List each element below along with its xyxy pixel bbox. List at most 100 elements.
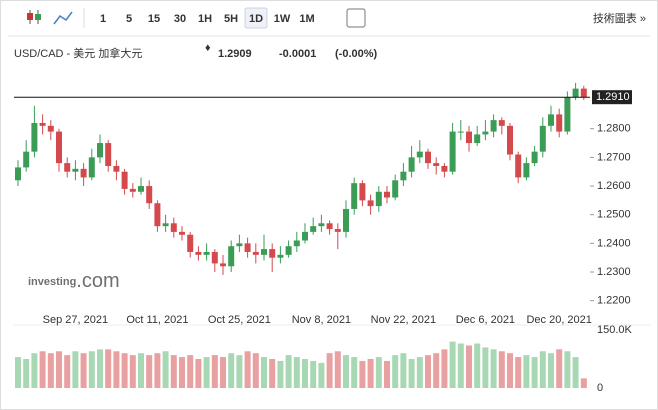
interval-button[interactable]: 15: [148, 13, 160, 25]
candle-body: [302, 231, 308, 241]
volume-bar: [433, 353, 440, 388]
candle-body: [88, 157, 95, 178]
candle-body: [236, 243, 243, 247]
volume-bar: [80, 353, 87, 388]
x-tick-label: Nov 22, 2021: [371, 314, 436, 326]
candle-body: [375, 191, 382, 207]
candle-body: [47, 125, 54, 132]
interval-button[interactable]: 30: [174, 13, 186, 25]
interval-button[interactable]: 1M: [299, 13, 314, 25]
volume-bar: [457, 343, 464, 388]
volume-bar: [195, 359, 202, 388]
volume-bar: [531, 357, 538, 388]
volume-bar: [47, 353, 54, 388]
candle-body: [154, 203, 161, 227]
candle-body: [408, 157, 415, 172]
volume-bar: [64, 355, 71, 388]
volume-bar: [490, 349, 497, 388]
y-tick-label: 1.2400: [597, 237, 631, 249]
volume-bar: [97, 349, 103, 388]
candle-body: [367, 200, 374, 207]
candle-body: [187, 234, 194, 252]
volume-bar: [548, 353, 554, 388]
volume-bar: [400, 353, 407, 388]
active-interval: [244, 7, 268, 29]
candle-body: [162, 223, 169, 227]
y-tick-label: 1.2700: [597, 151, 631, 163]
candle-body: [392, 180, 399, 198]
volume-bar: [285, 355, 292, 388]
candle-body: [482, 131, 489, 135]
candle-body: [261, 249, 267, 255]
candle-icon[interactable]: [27, 10, 41, 24]
alert-icon: ♦: [205, 42, 211, 54]
volume-bar: [507, 353, 513, 388]
candle-body: [441, 165, 448, 172]
volume-bar: [187, 355, 194, 388]
price-line-label: 1.2910: [596, 91, 630, 103]
chart-title: USD/CAD - 美元 加拿大元: [14, 46, 142, 60]
watermark-main: investing: [28, 276, 76, 288]
volume-bar: [441, 349, 448, 388]
interval-button[interactable]: 1: [100, 13, 106, 25]
interval-button[interactable]: 5: [126, 13, 132, 25]
candle-body: [334, 229, 341, 232]
candle-body: [293, 240, 300, 247]
volume-bar: [121, 353, 128, 388]
candle-body: [195, 251, 202, 255]
volume-bar: [244, 351, 251, 388]
volume-bar: [261, 357, 267, 388]
candle-body: [56, 131, 62, 164]
change: -0.0001: [279, 48, 316, 60]
x-tick-label: Oct 25, 2021: [208, 314, 271, 326]
volume-bar: [326, 353, 333, 388]
x-tick-label: Oct 11, 2021: [126, 314, 188, 326]
volume-bar: [23, 359, 30, 388]
candle-body: [359, 183, 366, 201]
volume-bar: [351, 357, 358, 388]
volume-bar: [211, 355, 218, 388]
volume-bar: [359, 360, 366, 388]
watermark: investing.com: [28, 270, 120, 292]
volume-bar: [31, 353, 38, 388]
candle-body: [539, 125, 546, 152]
tech-chart-link[interactable]: 技術圖表 »: [593, 11, 646, 25]
line-icon[interactable]: [53, 11, 73, 25]
volume-bar: [162, 351, 169, 388]
y-tick-label: 1.2200: [597, 295, 631, 307]
volume-bar: [466, 345, 472, 388]
candle-body: [400, 171, 407, 181]
volume-bar: [523, 355, 530, 388]
volume-bar: [564, 351, 571, 388]
interval-button[interactable]: 1H: [198, 13, 212, 25]
y-tick-label: 1.2300: [597, 266, 631, 278]
candle-body: [138, 186, 144, 192]
candle-body: [449, 131, 456, 172]
candle-body: [531, 151, 538, 164]
candle-body: [31, 122, 38, 152]
candle-body: [244, 243, 251, 252]
price: 1.2909: [218, 48, 252, 60]
volume-bar: [293, 357, 300, 388]
candle-body: [507, 125, 513, 155]
candle-body: [310, 226, 317, 232]
candle-body: [457, 131, 464, 133]
candle-body: [146, 186, 153, 204]
settings-icon[interactable]: [346, 8, 366, 28]
interval-button[interactable]: 1W: [274, 13, 291, 25]
interval-button[interactable]: 5H: [224, 13, 238, 25]
interval-button[interactable]: 1D: [249, 13, 263, 25]
candle-body: [416, 151, 423, 158]
candle-body: [277, 254, 284, 258]
volume-bar: [39, 351, 46, 388]
candle-body: [97, 143, 103, 158]
candle-body: [15, 167, 21, 181]
volume-bar: [203, 357, 210, 388]
candle-body: [105, 143, 112, 166]
candle-body: [39, 122, 46, 126]
y-tick-label: 1.2600: [597, 180, 631, 192]
candle-body: [318, 223, 325, 227]
volume-bar: [482, 347, 489, 388]
candle-body: [170, 223, 177, 232]
